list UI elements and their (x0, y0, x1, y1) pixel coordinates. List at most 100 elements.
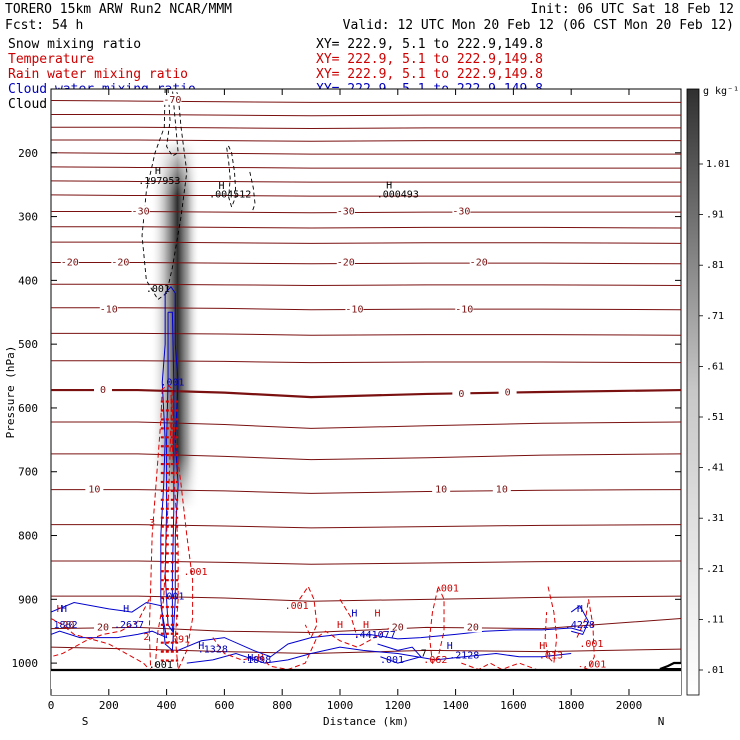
isotherm-label: -30 (132, 206, 150, 217)
extremum-label: H (57, 604, 63, 615)
y-tick-label: 500 (18, 338, 38, 351)
extremum-label: H (375, 609, 381, 620)
y-tick-label: 1000 (12, 657, 39, 670)
isotherm-label: -10 (345, 305, 363, 316)
value-label: .001 (160, 378, 184, 389)
isotherm-label-bg (452, 205, 471, 217)
colorbar-tick-label: .61 (706, 361, 724, 372)
extremum-label: H (258, 653, 264, 664)
extremum-label: H (351, 609, 357, 620)
field-name: Snow mixing ratio (8, 37, 141, 52)
field-name: Rain water mixing ratio (8, 67, 188, 82)
ice-contour (166, 89, 179, 157)
y-axis-title: Pressure (hPa) (4, 346, 17, 439)
colorbar-tick-label: .71 (706, 311, 724, 322)
cloud-water-contour (164, 311, 175, 633)
colorbar-tick-label: .81 (706, 260, 724, 271)
isotherm-line (51, 560, 681, 565)
value-label: .062 (423, 655, 447, 666)
isotherm-label: 20 (97, 622, 109, 633)
isotherm-label: -20 (470, 258, 488, 269)
isotherm-line (51, 360, 681, 364)
rain-water-contour (339, 599, 358, 638)
value-label: 7 (421, 649, 427, 660)
isotherm-label-bg (388, 621, 407, 633)
isotherm-line (51, 307, 681, 311)
ice-contours (141, 89, 256, 301)
ice-contour (226, 145, 237, 209)
value-label: .001 (146, 284, 170, 295)
extremum-label: H (363, 620, 369, 631)
isotherm-label: 20 (467, 622, 479, 633)
isotherm-line (51, 194, 681, 197)
value-label: .197953 (138, 176, 180, 187)
value-label: .013 (539, 651, 563, 662)
isotherm-line (51, 226, 681, 229)
value-label: .001 (582, 660, 606, 671)
x-tick-label: 0 (48, 699, 55, 712)
forecast-hour: Fcst: 54 h (5, 18, 83, 33)
x-tick-label: 600 (214, 699, 234, 712)
colorbar-tick-label: .31 (706, 513, 724, 524)
isotherm-line (51, 453, 681, 461)
value-label: .2128 (449, 651, 479, 662)
isotherm-line (51, 283, 681, 286)
isotherm-line (51, 99, 681, 103)
isotherm-label: 10 (496, 485, 508, 496)
value-label: .4228 (565, 620, 595, 631)
extremum-label: H (123, 604, 129, 615)
extremum-label: H (386, 181, 392, 192)
isotherm-label-bg (336, 205, 355, 217)
value-label: .2637 (114, 620, 144, 631)
extremum-label: H (447, 641, 453, 652)
isotherm-label-bg (85, 483, 104, 495)
x-tick-label: 1000 (327, 699, 354, 712)
rain-water-contour (299, 585, 318, 639)
value-label: .004512 (209, 189, 251, 200)
value-label: .001 (160, 591, 184, 602)
rain-water-contour (212, 627, 390, 671)
isotherm-line (51, 617, 681, 633)
colorbar-tick-label: .41 (706, 463, 724, 474)
isotherm-label-bg (432, 483, 451, 495)
value-label: .1898 (241, 655, 271, 666)
value-label: .001 (435, 584, 459, 595)
cloud-water-contour (377, 643, 422, 664)
y-tick-label: 700 (18, 466, 38, 479)
isotherm-label: -30 (337, 206, 355, 217)
value-label: .001 (579, 639, 603, 650)
isotherm-label: -20 (111, 258, 129, 269)
isotherm-label: -10 (455, 305, 473, 316)
isotherm-label: -20 (61, 258, 79, 269)
isotherm-label: -30 (452, 206, 470, 217)
isotherm-label: -70 (163, 95, 181, 106)
isotherm-label-bg (131, 205, 150, 217)
isotherm-label-bg (60, 256, 79, 268)
rain-water-contours (51, 385, 595, 672)
y-tick-label: 300 (18, 211, 38, 224)
isotherm-label: 0 (458, 389, 464, 400)
colorbar-ticks: 1.01 .91 .81 .71 .61 .51 .41 .31 .21 .11 .01 (699, 159, 730, 676)
isotherm-label-bg (94, 621, 113, 633)
isotherm-line (51, 241, 681, 244)
isotherm-line (51, 595, 681, 602)
isotherm-label-bg (336, 256, 355, 268)
south-label: S (82, 715, 89, 728)
value-label: .000493 (377, 189, 419, 200)
extremum-label: H (198, 641, 204, 652)
isotherm-line (51, 489, 681, 494)
isotherm-line (51, 152, 681, 155)
extremum-label: H (577, 604, 583, 615)
isotherm-line (51, 524, 681, 529)
x-tick-label: 1600 (500, 699, 527, 712)
rain-water-contour (544, 586, 558, 665)
y-tick-label: 800 (18, 530, 38, 543)
value-label: .1328 (198, 644, 228, 655)
field-xy: XY= 222.9, 5.1 to 222.9,149.8 (316, 52, 543, 67)
isotherm-label: 10 (88, 485, 100, 496)
colorbar-tick-label: 1.01 (706, 159, 730, 170)
isotherm-label: -20 (337, 258, 355, 269)
y-tick-label: 600 (18, 402, 38, 415)
isotherm-line (51, 114, 681, 117)
x-tick-label: 200 (99, 699, 119, 712)
